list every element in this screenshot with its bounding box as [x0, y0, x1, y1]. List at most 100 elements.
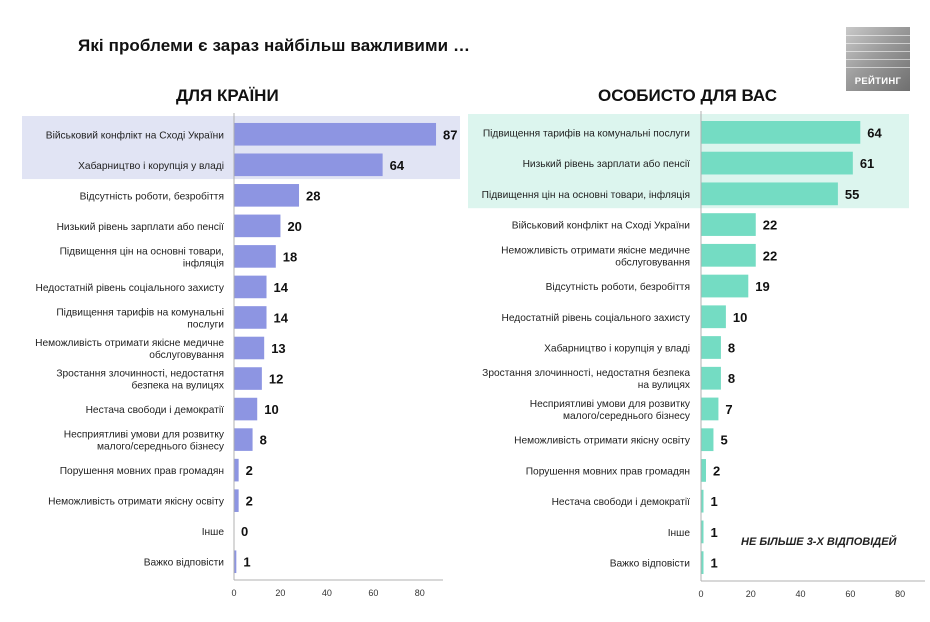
country-bar — [234, 397, 258, 421]
country-value-label: 8 — [260, 433, 267, 448]
personal-category-label: на вулицях — [638, 380, 690, 391]
personal-category-label: Важко відповісти — [610, 559, 690, 570]
personal-bar — [701, 459, 706, 482]
country-bar — [234, 153, 383, 177]
personal-bar — [701, 428, 714, 452]
country-value-label: 0 — [241, 524, 248, 539]
personal-bar — [701, 366, 721, 390]
personal-value-label: 8 — [728, 371, 735, 386]
country-bar — [234, 550, 237, 574]
country-bar — [234, 184, 300, 207]
personal-value-label: 8 — [728, 341, 735, 356]
right-panel-title: ОСОБИСТО ДЛЯ ВАС — [598, 86, 778, 105]
country-category-label: безпека на вулицях — [132, 380, 224, 392]
personal-category-label: Підвищення тарифів на комунальні послуги — [483, 127, 690, 139]
personal-value-label: 55 — [845, 187, 859, 202]
personal-tick-label: 60 — [845, 589, 855, 599]
country-bar — [234, 336, 265, 360]
personal-bar — [701, 520, 704, 544]
country-category-label: Несприятливі умови для розвитку — [64, 430, 225, 441]
country-category-label: Відсутність роботи, безробіття — [80, 190, 224, 202]
personal-bar — [701, 213, 756, 236]
country-category-label: Військовий конфлікт на Сході України — [46, 129, 224, 141]
country-category-label: Важко відповісти — [144, 558, 224, 569]
personal-value-label: 61 — [860, 156, 874, 171]
country-bar — [234, 214, 281, 238]
personal-bar — [701, 305, 726, 329]
country-category-label: Хабарництво і корупція у владі — [78, 160, 224, 172]
country-bar — [234, 428, 253, 451]
country-value-label: 10 — [264, 402, 278, 417]
country-value-label: 14 — [274, 280, 289, 295]
left-panel-title: ДЛЯ КРАЇНИ — [176, 86, 279, 105]
country-category-label: Нестача свободи і демократії — [86, 404, 225, 416]
country-bar — [234, 306, 267, 329]
country-category-label: послуги — [187, 319, 224, 330]
personal-value-label: 19 — [755, 279, 769, 294]
personal-bar — [701, 120, 861, 144]
country-category-label: Підвищення цін на основні товари, — [60, 246, 224, 257]
rating-logo: РЕЙТИНГ — [846, 27, 910, 91]
personal-category-label: Порушення мовних прав громадян — [526, 466, 690, 477]
personal-value-label: 7 — [725, 402, 732, 417]
country-value-label: 1 — [243, 555, 250, 570]
country-bar — [234, 367, 262, 390]
personal-category-label: Низький рівень зарплати або пенсії — [523, 158, 691, 170]
country-category-label: малого/середнього бізнесу — [97, 441, 225, 453]
answer-limit-note: НЕ БІЛЬШЕ 3-Х ВІДПОВІДЕЙ — [741, 536, 897, 548]
page-title: Які проблеми є зараз найбільш важливими … — [78, 36, 471, 55]
personal-category-label: Недостатній рівень соціального захисту — [502, 313, 691, 324]
country-value-label: 2 — [246, 494, 253, 509]
personal-category-label: Неможливість отримати якісне медичне — [501, 245, 690, 256]
personal-category-label: Інше — [668, 528, 691, 539]
country-category-label: Зростання злочинності, недостатня — [56, 369, 224, 380]
country-problems-chart: 87 Військовий конфлікт на Сході України 64… — [22, 113, 460, 598]
country-bar — [234, 489, 239, 512]
personal-bar — [701, 397, 719, 421]
logo-text: РЕЙТИНГ — [854, 76, 902, 87]
country-category-label: Недостатній рівень соціального захисту — [36, 283, 225, 294]
personal-category-label: Нестача свободи і демократії — [552, 496, 691, 508]
personal-category-label: Неможливість отримати якісну освіту — [514, 436, 691, 447]
personal-value-label: 1 — [710, 556, 717, 571]
country-tick-label: 20 — [275, 588, 285, 598]
personal-bar — [701, 551, 704, 575]
country-category-label: Підвищення тарифів на комунальні — [56, 306, 224, 318]
personal-category-label: обслуговування — [615, 256, 690, 268]
country-value-label: 12 — [269, 372, 283, 387]
personal-value-label: 2 — [713, 463, 720, 478]
personal-bar — [701, 151, 853, 175]
personal-value-label: 5 — [720, 433, 727, 448]
personal-value-label: 1 — [710, 525, 717, 540]
country-bar — [234, 275, 267, 299]
personal-tick-label: 20 — [746, 589, 756, 599]
country-value-label: 20 — [287, 219, 301, 234]
personal-category-label: Зростання злочинності, недостатня безпек… — [482, 367, 690, 379]
personal-tick-label: 0 — [698, 589, 703, 599]
country-value-label: 14 — [274, 310, 289, 325]
country-category-label: Порушення мовних прав громадян — [60, 466, 224, 477]
country-value-label: 13 — [271, 341, 285, 356]
personal-bar — [701, 182, 838, 206]
personal-value-label: 22 — [763, 248, 777, 263]
personal-value-label: 1 — [710, 494, 717, 509]
personal-category-label: Військовий конфлікт на Сході України — [512, 220, 690, 232]
country-tick-label: 60 — [368, 588, 378, 598]
personal-category-label: Несприятливі умови для розвитку — [530, 399, 691, 410]
country-tick-label: 40 — [322, 588, 332, 598]
country-value-label: 64 — [390, 158, 405, 173]
personal-bar — [701, 336, 721, 359]
personal-category-label: Відсутність роботи, безробіття — [546, 281, 690, 293]
country-bar — [234, 458, 239, 482]
country-category-label: Низький рівень зарплати або пенсії — [57, 221, 225, 233]
personal-bar — [701, 274, 749, 298]
personal-tick-label: 80 — [895, 589, 905, 599]
personal-tick-label: 40 — [796, 589, 806, 599]
personal-category-label: малого/середнього бізнесу — [563, 410, 691, 422]
country-value-label: 28 — [306, 188, 320, 203]
country-category-label: Інше — [202, 527, 225, 538]
country-tick-label: 0 — [231, 588, 236, 598]
country-tick-label: 80 — [415, 588, 425, 598]
personal-category-label: Хабарництво і корупція у владі — [544, 343, 690, 355]
country-category-label: Неможливість отримати якісне медичне — [35, 338, 224, 349]
